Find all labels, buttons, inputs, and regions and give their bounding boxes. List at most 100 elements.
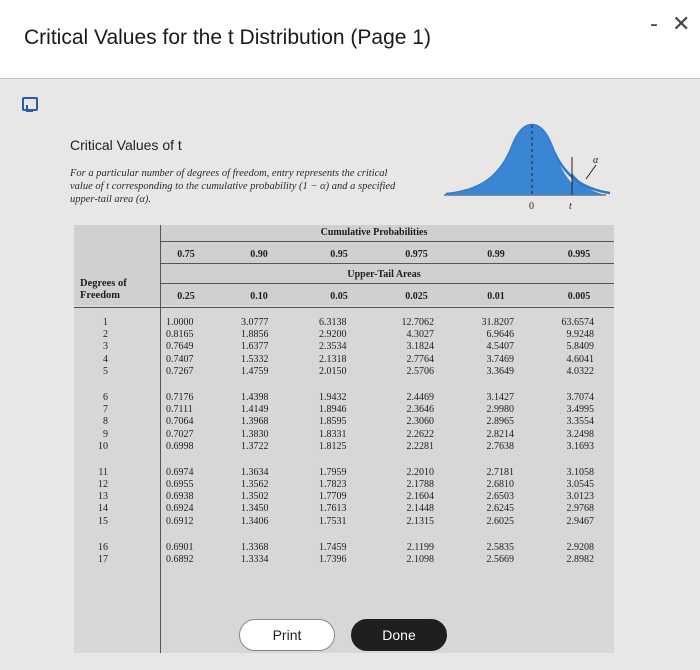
window-title: Critical Values for the t Distribution (… [24,26,431,49]
table-cell: 1.7531 [319,515,347,527]
upper-tail-title: Upper-Tail Areas [347,269,421,280]
table-cell: 1.7396 [319,554,347,565]
table-cell: 1.0000 [166,317,194,328]
table-cell: 31.8207 [481,317,515,328]
table-cell: 2 [103,329,108,341]
row-group: 16 17 [84,542,108,566]
table-cell: 2.7181 [486,466,515,478]
table-cell: 2.6503 [486,491,515,503]
minimize-button[interactable]: - [650,12,658,37]
table-cell: 0.7064 [166,416,194,428]
table-cell: 9 [103,428,108,440]
table-cell: 1.7709 [319,491,347,503]
critical-values-table: Cumulative Probabilities Upper-Tail Area… [74,225,614,653]
row-group: 0.7176 0.7111 0.7064 0.7027 0.6998 [166,392,206,453]
table-cell: 0.6901 [166,541,194,553]
table-cell: 1.8331 [319,428,347,440]
expand-icon[interactable] [22,97,38,112]
table-header [74,225,614,305]
table-cell: 0.7649 [166,341,194,353]
upper-tail-header: 0.01 [487,291,505,302]
table-cell: 0.7176 [166,391,194,403]
table-cell: 1.4398 [241,391,269,403]
value-column-0750: 1.0000 0.8165 0.7649 0.7407 0.7267 0.7176 0.71… [166,317,206,580]
row-group: 1.3634 1.3562 1.3502 1.3450 1.3406 [241,467,281,528]
table-cell: 1.4149 [241,404,269,416]
table-cell: 1.8595 [319,416,347,428]
table-cell: 3.2498 [566,428,595,440]
table-cell: 1.4759 [241,365,269,377]
upper-tail-header: 0.25 [177,291,195,302]
table-cell: 1.9432 [319,391,347,403]
table-cell: 2.5835 [486,541,515,553]
row-group: 6.3138 2.9200 2.3534 2.1318 2.0150 [319,317,359,378]
row-group: 1.9432 1.8946 1.8595 1.8331 1.8125 [319,392,359,453]
table-cell: 0.7407 [166,353,194,365]
table-cell: 8 [103,416,108,428]
table-cell: 6 [103,391,108,403]
table-cell: 1.3634 [241,466,269,478]
table-cell: 2.9467 [566,515,595,527]
close-button[interactable]: ✕ [672,12,691,37]
table-cell: 3.0777 [241,317,269,328]
t-distribution-curve-icon: 0 t α [444,123,610,212]
table-cell: 2.6245 [486,503,515,515]
row-group: 63.6574 9.9248 5.8409 4.6041 4.0322 [552,317,595,378]
table-cell: 2.9768 [566,503,595,515]
row-group: 31.8207 6.9646 4.5407 3.7469 3.3649 [472,317,515,378]
table-cell: 3.1427 [486,391,515,403]
row-group: 1.3368 1.3334 [241,542,281,566]
table-cell: 1.3502 [241,491,269,503]
table-cell: 12.7062 [401,317,435,328]
row-group: 0.6974 0.6955 0.6938 0.6924 0.6912 [166,467,206,528]
row-group: 1.7459 1.7396 [319,542,359,566]
table-cell: 12 [98,479,108,491]
curve-alpha-label: α [593,155,599,166]
done-button[interactable]: Done [351,619,447,651]
table-cell: 11 [98,466,108,478]
table-cell: 0.8165 [166,329,194,341]
table-cell: 2.0150 [319,365,347,377]
table-cell: 1.7823 [319,479,347,491]
table-cell: 2.3534 [319,341,347,353]
table-cell: 0.6974 [166,466,194,478]
table-cell: 6.9646 [486,329,515,341]
cumulative-header: 0.75 [177,249,195,260]
table-cell: 1.8856 [241,329,269,341]
row-group: 2.4469 2.3646 2.3060 2.2622 2.2281 [392,392,435,453]
table-cell: 2.7764 [406,353,435,365]
table-cell: 1.3450 [241,503,269,515]
table-cell: 6.3138 [319,317,347,328]
table-cell: 3.0123 [566,491,595,503]
table-cell: 0.7027 [166,428,194,440]
table-cell: 9.9248 [566,329,595,341]
degrees-of-freedom-label: Degrees of Freedom [80,278,127,301]
row-group: 3.7074 3.4995 3.3554 3.2498 3.1693 [552,392,595,453]
table-cell: 13 [98,491,108,503]
table-cell: 2.2281 [406,440,435,452]
table-cell: 1.3406 [241,515,269,527]
table-cell: 3.4995 [566,404,595,416]
table-cell: 2.8214 [486,428,515,440]
table-cell: 2.6810 [486,479,515,491]
table-cell: 2.5706 [406,365,435,377]
table-cell: 2.2010 [406,466,435,478]
table-cell: 4 [103,353,108,365]
table-cell: 3.3649 [486,365,515,377]
table-cell: 2.1199 [406,541,434,553]
row-group: 3.1058 3.0545 3.0123 2.9768 2.9467 [552,467,595,528]
table-cell: 2.5669 [486,554,515,565]
table-cell: 3.1693 [566,440,595,452]
print-button[interactable]: Print [239,619,335,651]
table-cell: 4.5407 [486,341,515,353]
table-cell: 2.1788 [406,479,435,491]
table-cell: 4.3027 [406,329,435,341]
table-cell: 3.1824 [406,341,435,353]
table-heading: Critical Values of t [70,137,182,153]
upper-tail-header: 0.10 [250,291,268,302]
table-cell: 16 [98,541,108,553]
table-cell: 5 [103,365,108,377]
value-column-0995: 63.6574 9.9248 5.8409 4.6041 4.0322 3.7074 3.4… [552,317,595,580]
table-cell: 2.8982 [566,554,595,565]
row-group: 2.1199 2.1098 [392,541,435,566]
